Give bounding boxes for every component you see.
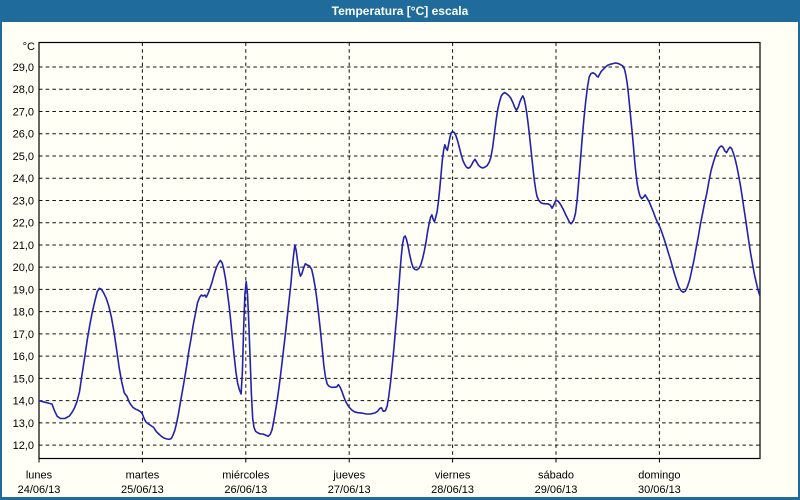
y-tick-label: 23,0: [13, 195, 34, 207]
y-tick-label: 20,0: [13, 262, 34, 274]
x-date-label: 26/06/13: [224, 484, 267, 496]
y-tick-label: 25,0: [13, 151, 34, 163]
y-tick-label: 17,0: [13, 329, 34, 341]
y-tick-label: 14,0: [13, 396, 34, 408]
y-tick-label: 15,0: [13, 373, 34, 385]
chart-title: Temperatura [°C] escala: [331, 4, 469, 18]
y-tick-label: 12,0: [13, 440, 34, 452]
y-tick-label: 29,0: [13, 62, 34, 74]
y-tick-label: 13,0: [13, 418, 34, 430]
x-date-label: 30/06/13: [638, 484, 681, 496]
y-tick-label: 24,0: [13, 173, 34, 185]
y-tick-label: 19,0: [13, 284, 34, 296]
y-tick-label: 16,0: [13, 351, 34, 363]
x-day-label: martes: [126, 470, 160, 482]
x-day-label: jueves: [332, 470, 365, 482]
y-tick-label: 26,0: [13, 129, 34, 141]
x-day-label: lunes: [26, 470, 53, 482]
window-frame-right: [798, 22, 800, 500]
y-tick-label: 27,0: [13, 106, 34, 118]
x-day-label: viernes: [435, 470, 471, 482]
y-tick-label: 18,0: [13, 307, 34, 319]
temperature-series-line: [39, 62, 760, 441]
title-bar: Temperatura [°C] escala: [0, 0, 800, 22]
x-date-label: 24/06/13: [18, 484, 61, 496]
x-day-label: miércoles: [222, 470, 270, 482]
y-axis-unit-label: °C: [23, 41, 35, 53]
window-frame-bottom: [0, 497, 800, 500]
x-date-label: 28/06/13: [431, 484, 474, 496]
x-day-label: domingo: [638, 470, 680, 482]
x-date-label: 25/06/13: [121, 484, 164, 496]
y-tick-label: 22,0: [13, 218, 34, 230]
window-frame-left: [0, 22, 2, 500]
x-date-label: 29/06/13: [535, 484, 578, 496]
y-tick-label: 28,0: [13, 84, 34, 96]
x-date-label: 27/06/13: [328, 484, 371, 496]
plot-border: [38, 41, 761, 460]
y-tick-label: 21,0: [13, 240, 34, 252]
x-day-label: sábado: [538, 470, 574, 482]
